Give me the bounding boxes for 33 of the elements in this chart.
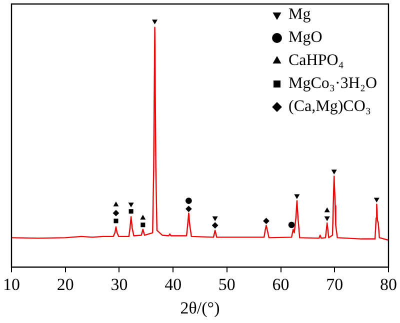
legend-label: Mg [288,6,311,24]
point [140,214,146,220]
x-tick-label: 60 [272,274,290,294]
point [212,222,218,229]
x-tick-label: 70 [326,274,344,294]
point [128,202,134,208]
point [113,202,119,206]
point [374,198,380,203]
point [114,218,118,224]
legend-label: CaHPO₄ [288,52,344,70]
x-axis-title: 2θ/(°) [180,298,220,318]
point [324,207,330,212]
point [185,206,192,212]
point [263,218,270,224]
point [288,222,295,228]
x-tick-label: 20 [56,274,74,294]
x-tick-label: 30 [110,274,128,294]
x-tick-label: 40 [164,274,182,294]
x-tick-label: 10 [3,274,20,294]
x-tick-label: 50 [218,274,236,294]
point [324,216,330,222]
point [331,170,337,174]
point [185,198,192,204]
legend-label: MgCo₃·3H₂O [288,75,378,92]
point [294,194,300,200]
point [212,216,218,222]
x-tick-label: 80 [380,274,397,294]
legend-label: MgO [288,29,322,46]
point [128,209,134,214]
point [140,222,146,228]
point [152,20,158,24]
point [112,210,120,216]
legend-label: (Ca,Mg)CO₃ [288,98,371,116]
